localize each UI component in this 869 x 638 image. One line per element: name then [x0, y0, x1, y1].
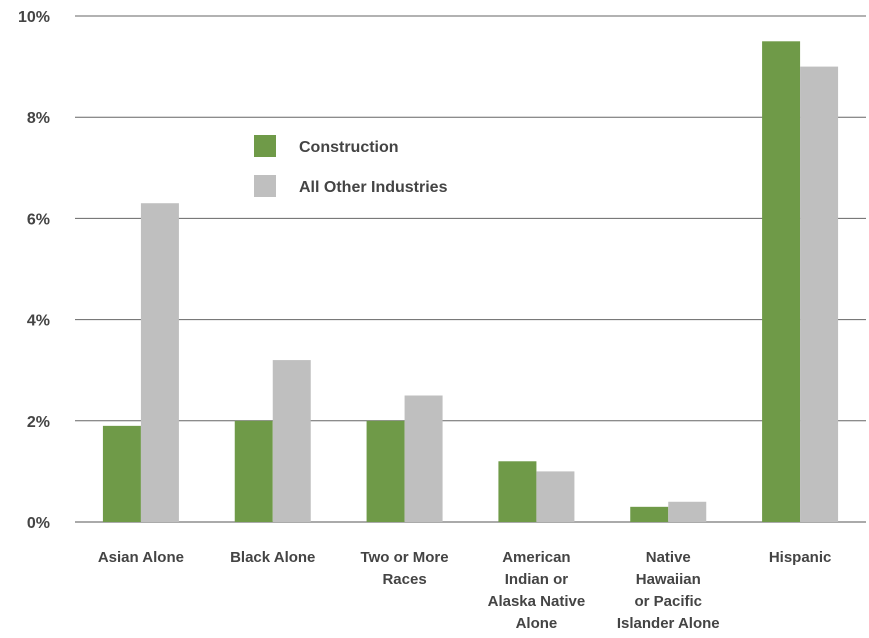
y-tick-label: 8% — [27, 110, 50, 127]
x-category-label-line: Indian or — [505, 571, 568, 588]
legend-label: Construction — [299, 139, 399, 156]
x-category-label-line: American — [502, 549, 570, 566]
x-category-label: Hispanic — [769, 549, 832, 566]
x-category-label-line: Alaska Native — [488, 593, 586, 610]
x-category-label-line: Asian Alone — [98, 549, 184, 566]
legend-swatch — [254, 175, 276, 197]
legend-swatch — [254, 135, 276, 157]
bars — [102, 41, 839, 523]
y-tick-label: 2% — [27, 414, 50, 431]
x-category-label-line: Islander Alone — [617, 615, 720, 632]
x-category-label-line: Black Alone — [230, 549, 315, 566]
x-category-label: Native Hawaiian or Pacific Islander Alone — [617, 549, 720, 632]
y-tick-label: 6% — [27, 211, 50, 228]
gridlines — [75, 15, 866, 523]
x-category-label-line: Native — [646, 549, 691, 566]
bar-all-other-industries — [800, 66, 839, 522]
x-axis-labels: Asian Alone Black Alone Two or More Races Am… — [98, 549, 832, 632]
y-tick-label: 0% — [27, 515, 50, 532]
x-category-label-line: Alone — [516, 615, 558, 632]
x-category-label: Black Alone — [230, 549, 315, 566]
x-category-label: Asian Alone — [98, 549, 184, 566]
bar-all-other-industries — [272, 360, 311, 522]
bar-all-other-industries — [404, 395, 443, 522]
x-category-label-line: Races — [382, 571, 426, 588]
bar-construction — [630, 506, 669, 522]
bar-all-other-industries — [668, 501, 707, 522]
legend-label: All Other Industries — [299, 179, 448, 196]
y-axis-ticks: 0% 2% 4% 6% 8% 10% — [18, 9, 50, 532]
x-category-label-line: or Pacific — [634, 593, 702, 610]
bar-construction — [498, 461, 537, 522]
x-category-label: American Indian or Alaska Native Alone — [488, 549, 586, 632]
x-category-label-line: Two or More — [361, 549, 449, 566]
bar-all-other-industries — [140, 203, 179, 522]
bar-construction — [366, 420, 405, 522]
x-category-label-line: Hispanic — [769, 549, 832, 566]
x-category-label: Two or More Races — [361, 549, 449, 588]
legend: Construction All Other Industries — [254, 135, 448, 197]
x-category-label-line: Hawaiian — [636, 571, 701, 588]
bar-construction — [102, 425, 141, 522]
bar-construction — [762, 41, 801, 523]
y-tick-label: 10% — [18, 9, 50, 26]
y-tick-label: 4% — [27, 313, 50, 330]
bar-construction — [234, 420, 273, 522]
bar-all-other-industries — [536, 471, 575, 522]
